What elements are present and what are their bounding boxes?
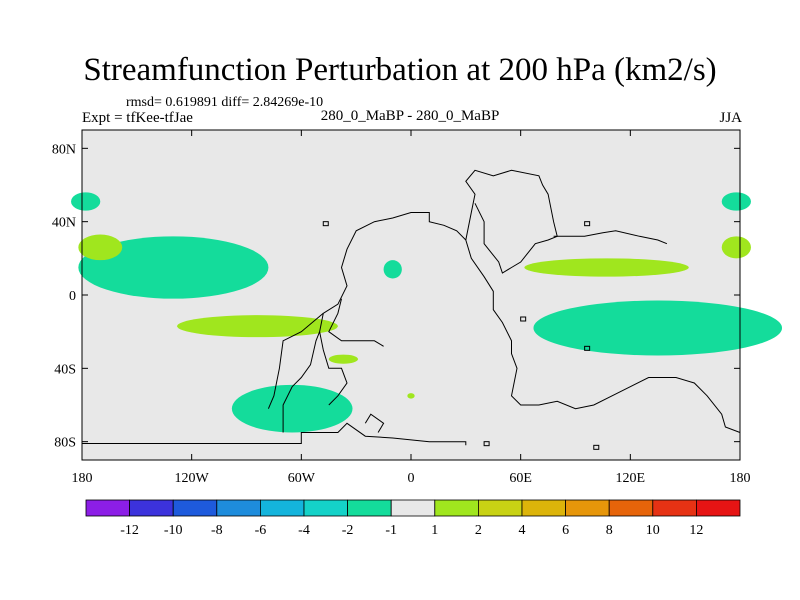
colorbar-swatch: [347, 499, 392, 517]
y-tick-label: 40S: [54, 362, 76, 377]
y-tick-label: 0: [69, 289, 76, 304]
shaded-region: [328, 354, 358, 364]
colorbar-swatch: [390, 499, 436, 517]
colorbar-swatch: [216, 499, 261, 517]
colorbar-label: -2: [342, 523, 354, 538]
x-tick-label: 180: [730, 471, 751, 486]
x-tick-label: 0: [408, 471, 415, 486]
island-outline: [520, 316, 527, 322]
season-label: JJA: [719, 110, 742, 126]
shaded-region: [78, 236, 269, 299]
island-outline: [483, 441, 490, 447]
colorbar-label: 4: [519, 523, 526, 538]
shaded-region: [177, 315, 338, 338]
experiment-label: Expt = tfKee-tfJae: [82, 110, 193, 126]
shaded-region: [524, 258, 689, 277]
colorbar-label: -12: [120, 523, 139, 538]
colorbar-label: 1: [431, 523, 438, 538]
colorbar-swatch: [434, 499, 479, 517]
shaded-region: [71, 192, 101, 211]
x-tick-label: 120E: [616, 471, 646, 486]
island-outline: [322, 221, 329, 227]
colorbar-label: 10: [646, 523, 660, 538]
shaded-region: [383, 260, 402, 279]
coastline: [553, 230, 668, 245]
stats-text: rmsd= 0.619891 diff= 2.84269e-10: [126, 95, 324, 110]
colorbar-swatch: [85, 499, 130, 517]
colorbar-label: -4: [298, 523, 310, 538]
coastline: [328, 298, 384, 347]
shaded-region: [231, 384, 353, 433]
colorbar-swatch: [303, 499, 348, 517]
y-tick-label: 80S: [54, 436, 76, 451]
colorbar-swatch: [652, 499, 697, 517]
colorbar-swatch: [259, 499, 305, 517]
x-tick-label: 180: [72, 471, 93, 486]
coastline: [364, 413, 385, 433]
x-tick-label: 60W: [288, 471, 316, 486]
x-tick-label: 60E: [509, 471, 532, 486]
colorbar-label: -10: [164, 523, 183, 538]
colorbar-swatch: [608, 499, 654, 517]
coastline: [465, 169, 558, 274]
coastline: [267, 312, 324, 409]
y-tick-label: 40N: [52, 216, 76, 231]
colorbar-swatch: [521, 499, 566, 517]
shaded-region: [721, 192, 751, 211]
shaded-region: [533, 300, 783, 356]
coastline: [319, 331, 348, 406]
center-subtitle: 280_0_MaBP - 280_0_MaBP: [320, 108, 500, 124]
colorbar-label: 12: [689, 523, 703, 538]
colorbar-swatch: [696, 499, 741, 517]
island-outline: [593, 444, 600, 450]
colorbar-swatch: [477, 499, 523, 517]
colorbar-label: -1: [385, 523, 397, 538]
colorbar-swatch: [565, 499, 610, 517]
colorbar-swatch: [129, 499, 174, 517]
shaded-region: [78, 234, 123, 261]
shaded-region: [721, 236, 751, 259]
island-outline: [584, 345, 591, 351]
island-outline: [584, 221, 591, 227]
coastline: [82, 422, 467, 446]
y-tick-label: 80N: [52, 142, 76, 157]
colorbar-label: 6: [562, 523, 569, 538]
colorbar-label: 8: [606, 523, 613, 538]
coastline: [282, 212, 741, 433]
colorbar-label: -6: [255, 523, 267, 538]
x-tick-label: 120W: [175, 471, 210, 486]
chart-title: Streamfunction Perturbation at 200 hPa (…: [83, 52, 717, 88]
colorbar-label: -8: [211, 523, 223, 538]
shaded-region: [407, 393, 415, 399]
colorbar-swatch: [172, 499, 218, 517]
colorbar-label: 2: [475, 523, 482, 538]
